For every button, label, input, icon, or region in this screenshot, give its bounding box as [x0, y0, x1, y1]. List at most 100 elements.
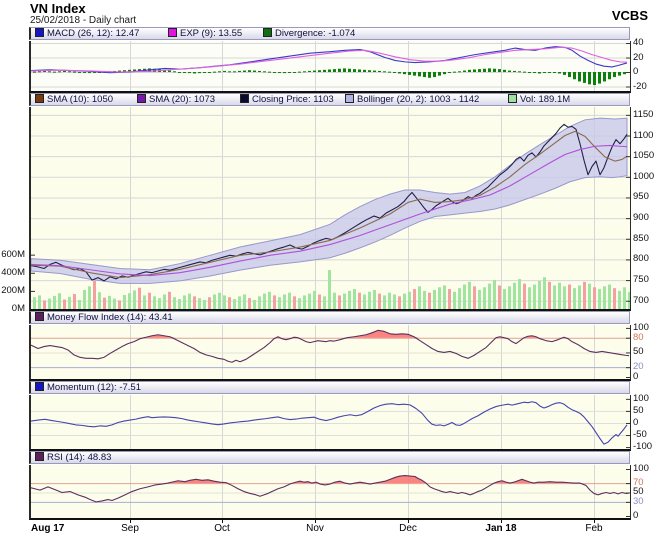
x-axis-tick [315, 520, 316, 523]
legend-label: MACD (26, 12): 12.47 [47, 28, 140, 39]
volume-swatch-icon [508, 94, 517, 103]
y-tick-label: 950 [633, 191, 649, 203]
legend-label: Divergence: -1.074 [275, 28, 356, 39]
legend-item: Momentum (12): -7.51 [35, 382, 141, 393]
y-tick-label: 750 [633, 274, 649, 286]
legend-item: MACD (26, 12): 12.47 [35, 28, 139, 39]
mfi-plot-area [29, 325, 631, 381]
y-tick-label: 0 [633, 416, 639, 428]
rsi-legend: RSI (14): 48.83 [29, 451, 630, 464]
brand-logo: VCBS [611, 8, 648, 23]
legend-item: Vol: 189.1M [508, 94, 570, 105]
price-plot [31, 107, 630, 309]
rsi-plot [31, 465, 630, 518]
legend-label: RSI (14): 48.83 [47, 452, 112, 463]
momentum-plot-area [29, 395, 631, 451]
x-axis-label: Jan 18 [485, 523, 517, 534]
y-tick-label: 1150 [633, 108, 654, 120]
legend-label: Vol: 189.1M [520, 94, 571, 105]
x-axis-tick [594, 520, 595, 523]
x-axis-tick [501, 520, 502, 523]
macd-legend: MACD (26, 12): 12.47 EXP (9): 13.55 Dive… [29, 27, 630, 40]
legend-label: Momentum (12): -7.51 [47, 382, 141, 393]
x-axis-tick [408, 520, 409, 523]
y-tick-label: 1000 [633, 170, 655, 182]
y-tick-label: 20 [633, 361, 644, 373]
y-tick-label: 0 [633, 509, 639, 521]
legend-item: SMA (20): 1073 [137, 94, 215, 105]
volume-tick-label: 600M [1, 248, 25, 260]
y-tick-label: 1050 [633, 150, 655, 162]
exp-swatch-icon [168, 28, 177, 37]
y-tick-label: 800 [633, 253, 649, 265]
volume-tick-label: 0M [11, 303, 25, 314]
momentum-plot [31, 395, 630, 449]
y-tick-label: 30 [633, 495, 644, 507]
legend-item: RSI (14): 48.83 [35, 452, 111, 463]
macd-swatch-icon [35, 28, 44, 37]
y-tick-label: 1100 [633, 129, 654, 141]
rsi-panel: RSI (14): 48.83 100 70 50 30 0 [0, 451, 660, 520]
sma20-swatch-icon [137, 94, 146, 103]
mfi-panel: Money Flow Index (14): 43.41 100 80 50 20 0 [0, 311, 660, 381]
divergence-swatch-icon [263, 28, 272, 37]
legend-label: SMA (20): 1073 [149, 94, 216, 105]
volume-tick-label: 200M [1, 284, 25, 296]
legend-label: EXP (9): 13.55 [180, 28, 243, 39]
legend-item: Money Flow Index (14): 43.41 [35, 312, 173, 323]
y-tick-label: 0 [633, 370, 639, 382]
legend-label: Closing Price: 1103 [252, 94, 334, 105]
y-tick-label: 850 [633, 232, 649, 244]
y-tick-label: 40 [633, 37, 644, 49]
mfi-swatch-icon [35, 312, 44, 321]
y-tick-label: 80 [633, 331, 644, 343]
bollinger-swatch-icon [345, 94, 354, 103]
volume-tick-label: 400M [1, 266, 25, 278]
y-tick-label: 50 [633, 404, 644, 416]
price-panel: SMA (10): 1050 SMA (20): 1073 Closing Pr… [0, 93, 660, 314]
legend-item: SMA (10): 1050 [35, 94, 113, 105]
close-swatch-icon [240, 94, 249, 103]
momentum-panel: Momentum (12): -7.51 100 50 0 -50 -100 [0, 381, 660, 453]
page-title: VN Index [30, 1, 86, 16]
y-tick-label: -20 [633, 80, 647, 92]
sma10-swatch-icon [35, 94, 44, 103]
price-plot-area [29, 107, 631, 311]
y-tick-label: 900 [633, 212, 649, 224]
y-tick-label: 700 [633, 294, 649, 306]
legend-label: Bollinger (20, 2): 1003 - 1142 [357, 94, 480, 105]
x-axis-label: Sep [121, 523, 139, 534]
y-tick-label: 20 [633, 51, 644, 63]
legend-item: Closing Price: 1103 [240, 94, 334, 105]
x-axis-tick [130, 520, 131, 523]
rsi-swatch-icon [35, 452, 44, 461]
y-tick-label: -50 [633, 429, 647, 441]
momentum-swatch-icon [35, 382, 44, 391]
macd-plot-area [29, 41, 631, 93]
momentum-legend: Momentum (12): -7.51 [29, 381, 630, 394]
y-tick-label: 100 [633, 392, 649, 404]
y-tick-label: 70 [633, 477, 644, 489]
legend-item: Divergence: -1.074 [263, 28, 355, 39]
legend-label: SMA (10): 1050 [47, 94, 114, 105]
macd-panel: MACD (26, 12): 12.47 EXP (9): 13.55 Dive… [0, 27, 660, 93]
macd-plot [31, 41, 630, 91]
x-axis-label: Nov [306, 523, 324, 534]
chart-subtitle: 25/02/2018 - Daily chart [30, 15, 137, 26]
x-axis-label: Aug 17 [31, 523, 65, 534]
legend-label: Money Flow Index (14): 43.41 [47, 312, 173, 323]
x-axis-label: Oct [214, 523, 230, 534]
legend-item: EXP (9): 13.55 [168, 28, 242, 39]
rsi-plot-area [29, 465, 631, 520]
x-axis: Aug 17 Sep Oct Nov Dec Jan 18 Feb [0, 520, 660, 536]
y-tick-label: 50 [633, 346, 644, 358]
y-tick-label: 100 [633, 463, 649, 474]
y-tick-label: 100 [633, 321, 649, 333]
y-tick-label: -100 [633, 441, 653, 453]
legend-item: Bollinger (20, 2): 1003 - 1142 [345, 94, 479, 105]
mfi-plot [31, 325, 630, 379]
x-axis-label: Feb [585, 523, 603, 534]
y-tick-label: 50 [633, 486, 644, 498]
y-tick-label: 0 [633, 66, 639, 77]
